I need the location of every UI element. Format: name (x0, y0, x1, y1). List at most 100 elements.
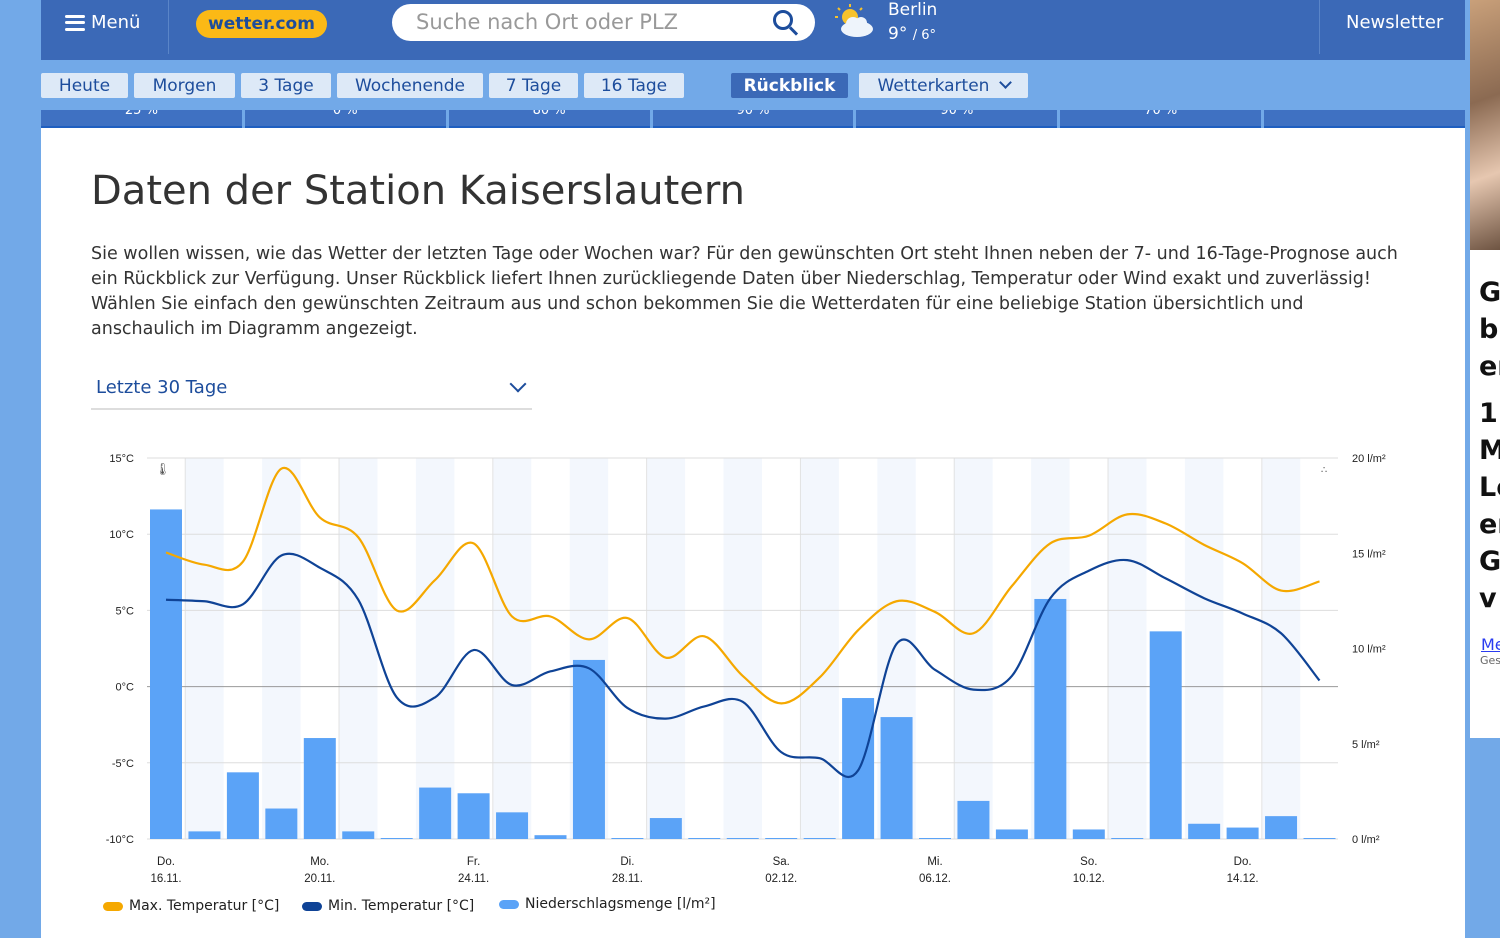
partly-cloudy-icon (835, 4, 873, 37)
day-band (954, 458, 993, 839)
day-band (339, 458, 378, 839)
legend-label: Niederschlagsmenge [l/m²] (525, 896, 716, 912)
x-tick-date: 06.12. (919, 873, 951, 885)
y-right-tick: 0 l/m² (1352, 834, 1380, 846)
precip-bar (1265, 816, 1298, 839)
legend-swatch (103, 901, 123, 911)
day-band (185, 458, 224, 839)
x-tick-date: 20.11. (304, 873, 335, 885)
tab-wochenende[interactable]: Wochenende (337, 73, 483, 98)
y-right-tick: 5 l/m² (1352, 739, 1380, 751)
precip-bar (419, 787, 452, 839)
precip-bar (1034, 598, 1067, 839)
x-tick-date: 28.11. (612, 873, 643, 885)
precip-bar (534, 835, 567, 839)
tab-7-tage[interactable]: 7 Tage (489, 73, 578, 98)
search-input[interactable]: Suche nach Ort oder PLZ (392, 4, 815, 41)
intro-text: Sie wollen wissen, wie das Wetter der le… (91, 244, 1398, 339)
y-left-tick: 15°C (109, 453, 134, 465)
y-left-tick: 10°C (109, 529, 134, 541)
precip-bar (226, 772, 259, 839)
legend-label: Max. Temperatur [°C] (129, 898, 280, 914)
tab-morgen[interactable]: Morgen (134, 73, 235, 98)
precip-bar (496, 812, 529, 839)
legend-label: Min. Temperatur [°C] (328, 898, 475, 914)
precip-bar (1072, 829, 1105, 839)
precip-bar (880, 717, 913, 839)
precip-bar (188, 831, 221, 839)
strip-cell: 90 % (652, 110, 854, 128)
legend-max-temp[interactable]: Max. Temperatur [°C] (103, 898, 279, 914)
precip-bar (803, 838, 836, 839)
current-temps: 9° / 6° (888, 24, 936, 44)
day-band (262, 458, 301, 839)
tab-heute[interactable]: Heute (41, 73, 128, 98)
legend-swatch (499, 899, 519, 909)
x-tick-day: Mo. (310, 856, 329, 868)
x-tick-day: So. (1080, 856, 1097, 868)
precip-bar (649, 818, 682, 839)
wetterkarten-label: Wetterkarten (877, 76, 990, 96)
strip-cell: 90 % (856, 110, 1058, 128)
precip-bar (688, 838, 721, 839)
day-band (646, 458, 686, 839)
legend-precip[interactable]: Niederschlagsmenge [l/m²] (499, 896, 716, 912)
precip-bar (265, 808, 298, 839)
ad-link[interactable]: Me (1481, 635, 1500, 654)
precip-bar (1149, 631, 1182, 839)
precip-bar (1303, 838, 1336, 839)
precip-bar (726, 838, 759, 839)
precip-bar (1111, 838, 1144, 839)
x-tick-day: Di. (620, 856, 634, 868)
tab-3-tage[interactable]: 3 Tage (241, 73, 331, 98)
search-icon[interactable] (773, 10, 793, 30)
tab-wetterkarten[interactable]: Wetterkarten (859, 73, 1028, 98)
thermometer-icon: 🌡 (155, 462, 170, 476)
x-tick-date: 02.12. (765, 873, 797, 885)
precip-bar (303, 738, 336, 839)
y-right-tick: 15 l/m² (1352, 548, 1386, 560)
strip-cell (1264, 110, 1466, 128)
logo[interactable]: wetter.com (196, 10, 327, 38)
precip-bar (919, 838, 951, 839)
menu-label: Menü (91, 12, 141, 33)
precip-bar (957, 800, 990, 839)
y-right-tick: 20 l/m² (1352, 453, 1386, 465)
strip-cell: 25 % (41, 110, 242, 128)
temp-min: / 6° (912, 28, 937, 43)
tab-rueckblick[interactable]: Rückblick (731, 73, 848, 98)
precip-bar (342, 831, 375, 839)
top-header: Menü wetter.com Suche nach Ort oder PLZ … (41, 0, 1465, 60)
day-band (800, 458, 839, 839)
current-city[interactable]: Berlin (888, 0, 938, 20)
x-tick-day: Sa. (773, 856, 790, 868)
strip-cell: 0 % (244, 110, 446, 128)
ad-source: Ges (1480, 654, 1500, 667)
day-band (492, 458, 532, 839)
page-title: Daten der Station Kaiserslautern (91, 168, 746, 214)
x-tick-date: 16.11. (150, 873, 181, 885)
y-right-tick: 10 l/m² (1352, 644, 1386, 656)
precip-bar (150, 509, 182, 839)
legend-swatch (302, 901, 322, 911)
legend-min-temp[interactable]: Min. Temperatur [°C] (302, 898, 474, 914)
precip-bar (380, 838, 413, 839)
menu-button[interactable]: Menü (65, 12, 140, 33)
ad-panel[interactable]: G br er 1 M Le er G v Me Ges (1470, 0, 1500, 738)
day-band (415, 458, 455, 839)
x-tick-date: 14.12. (1227, 873, 1259, 885)
x-tick-date: 24.11. (458, 873, 489, 885)
period-select[interactable]: Letzte 30 Tage (91, 374, 532, 410)
hamburger-icon (65, 14, 85, 31)
y-left-tick: -5°C (112, 758, 134, 770)
ad-text: 1 M Le er G v (1479, 398, 1500, 614)
day-band (1184, 458, 1224, 839)
x-tick-day: Do. (157, 856, 175, 868)
ad-headline: G br er (1479, 277, 1500, 382)
precip-bar (611, 838, 644, 839)
tab-16-tage[interactable]: 16 Tage (584, 73, 684, 98)
newsletter-link[interactable]: Newsletter (1319, 0, 1443, 54)
y-left-tick: 0°C (116, 682, 135, 694)
precip-bar (995, 829, 1028, 839)
